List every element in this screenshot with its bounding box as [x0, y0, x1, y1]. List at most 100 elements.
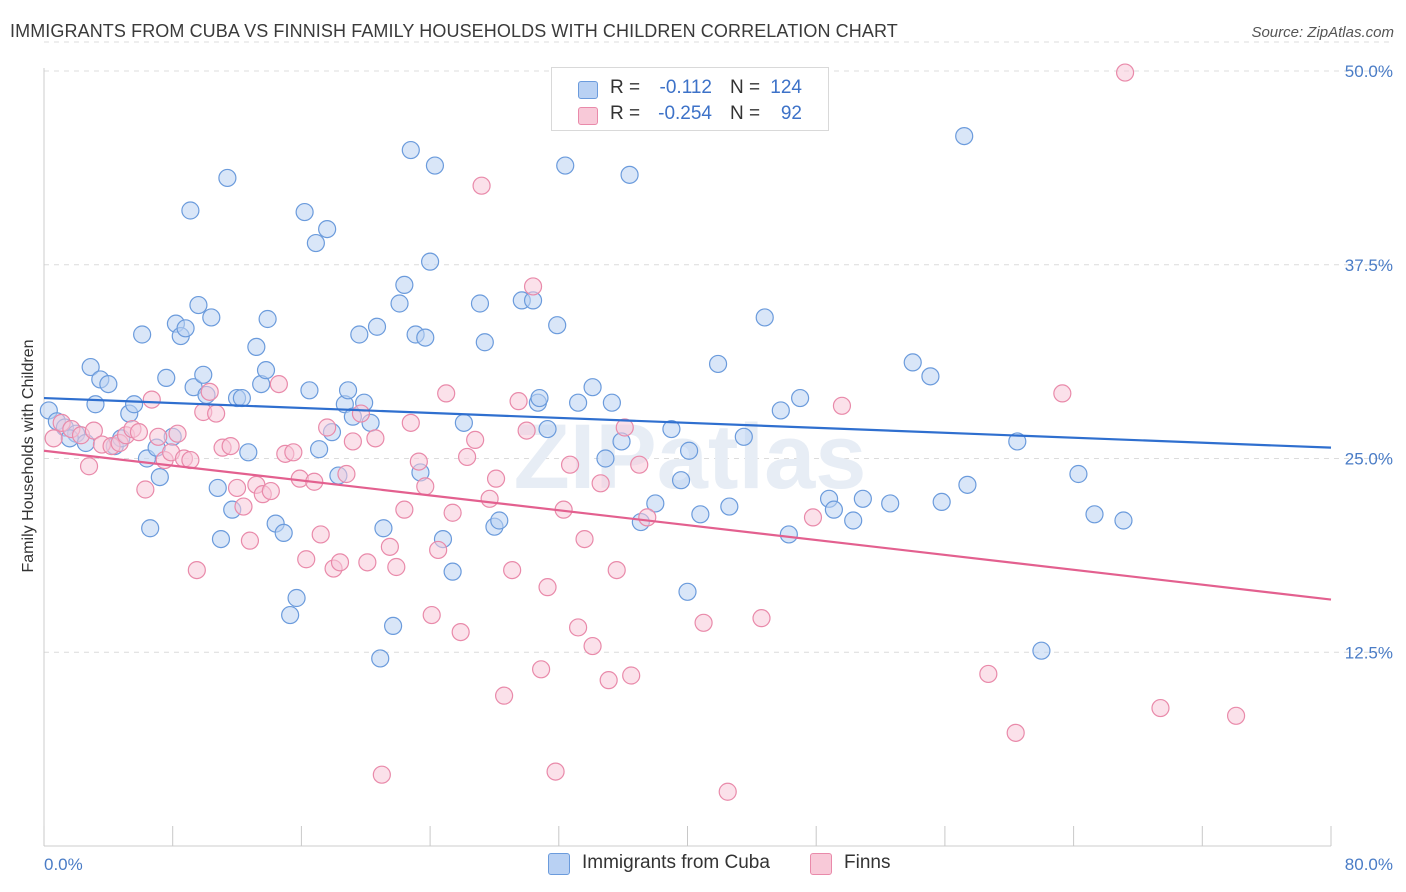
finns-point	[395, 500, 414, 519]
cuba-point	[671, 471, 691, 490]
finns-point	[599, 671, 618, 690]
cuba-point	[708, 354, 728, 374]
finns-point	[615, 418, 634, 437]
finns-point	[575, 529, 594, 549]
finns-point	[638, 508, 657, 527]
cuba-point	[176, 319, 195, 338]
finns-points	[44, 63, 1246, 801]
cuba-point	[470, 294, 490, 313]
finns-point	[1053, 384, 1072, 403]
finns-point	[387, 557, 406, 577]
cuba-point	[932, 492, 951, 511]
finns-point	[380, 537, 399, 556]
x-tick-label-min: 0.0%	[44, 855, 83, 874]
cuba-point	[287, 588, 306, 608]
finns-point	[358, 553, 377, 572]
cuba-point	[390, 294, 409, 313]
y-tick-label: 25.0%	[1345, 450, 1393, 469]
cuba-point	[720, 497, 739, 516]
cuba-point	[256, 361, 276, 380]
cuba-point	[416, 328, 435, 347]
correlation-legend: R = -0.112 N = 124 R = -0.254 N = 92	[551, 67, 829, 131]
finns-point	[409, 452, 428, 471]
r-value: -0.112	[659, 77, 712, 98]
finns-point	[330, 553, 350, 572]
trend-lines	[43, 396, 1332, 601]
finns-point	[149, 427, 168, 446]
cuba-point	[771, 401, 790, 420]
cuba-point	[824, 500, 843, 519]
y-tick-label: 12.5%	[1345, 643, 1393, 662]
finns-point	[622, 666, 641, 685]
finns-point	[337, 464, 356, 484]
finns-point	[532, 660, 551, 679]
cuba-point	[401, 140, 420, 160]
cuba-point	[548, 316, 567, 335]
finns-point	[343, 432, 362, 451]
finns-legend-label: Finns	[844, 852, 891, 873]
finns-point	[207, 404, 226, 423]
cuba-point	[211, 529, 231, 549]
cuba-point	[646, 494, 665, 513]
cuba-point	[258, 309, 277, 329]
finns-point	[366, 429, 385, 448]
cuba-point	[691, 505, 710, 524]
cuba-legend-swatch	[548, 853, 570, 875]
finns-point	[466, 430, 485, 449]
finns-point	[1006, 723, 1025, 742]
finns-point	[503, 560, 522, 580]
finns-point	[44, 429, 63, 448]
cuba-point	[350, 325, 369, 344]
cuba-point	[443, 562, 462, 581]
finns-point	[422, 605, 441, 625]
cuba-point	[202, 308, 221, 327]
cuba-point	[779, 525, 798, 544]
cuba-point	[141, 519, 160, 538]
cuba-point	[218, 168, 237, 188]
cuba-point	[1114, 511, 1133, 530]
cuba-point	[921, 367, 940, 386]
finns-point	[607, 560, 626, 580]
finns-point	[84, 421, 103, 440]
finns-legend-swatch	[810, 853, 832, 875]
cuba-point	[1008, 432, 1027, 451]
cuba-point	[475, 333, 494, 352]
source-credit: Source: ZipAtlas.com	[1251, 24, 1394, 41]
n-value: 124	[770, 77, 802, 98]
cuba-point	[367, 317, 387, 336]
cuba-point	[569, 393, 588, 412]
r-label: R =	[610, 103, 641, 124]
cuba-point	[208, 478, 227, 498]
finns-point	[472, 176, 491, 195]
cuba-point	[374, 519, 393, 538]
cuba-point	[300, 381, 319, 400]
cuba-point	[678, 582, 697, 601]
cuba-point	[295, 202, 314, 222]
finns-point	[718, 782, 737, 801]
cuba-point	[247, 337, 266, 356]
finns-point	[1115, 63, 1135, 82]
r-label: R =	[610, 77, 641, 98]
finns-point	[560, 455, 580, 474]
finns-point	[318, 418, 337, 437]
cuba-point	[1085, 505, 1104, 524]
finns-point	[240, 531, 260, 550]
finns-point	[443, 503, 462, 522]
cuba-point	[881, 494, 900, 513]
cuba-point	[955, 127, 974, 146]
finns-point	[451, 622, 470, 642]
y-tick-label: 37.5%	[1345, 256, 1393, 275]
finns-point	[79, 457, 99, 476]
cuba-point	[86, 395, 105, 414]
finns-point	[546, 762, 565, 781]
cuba-point	[490, 511, 509, 530]
finns-point	[284, 443, 303, 462]
cuba-point	[133, 325, 152, 344]
finns-point	[234, 497, 253, 516]
cuba-points	[39, 127, 1133, 668]
cuba-swatch	[578, 81, 598, 99]
cuba-point	[383, 616, 403, 636]
finns-point	[694, 613, 713, 632]
finns-swatch	[578, 107, 598, 125]
